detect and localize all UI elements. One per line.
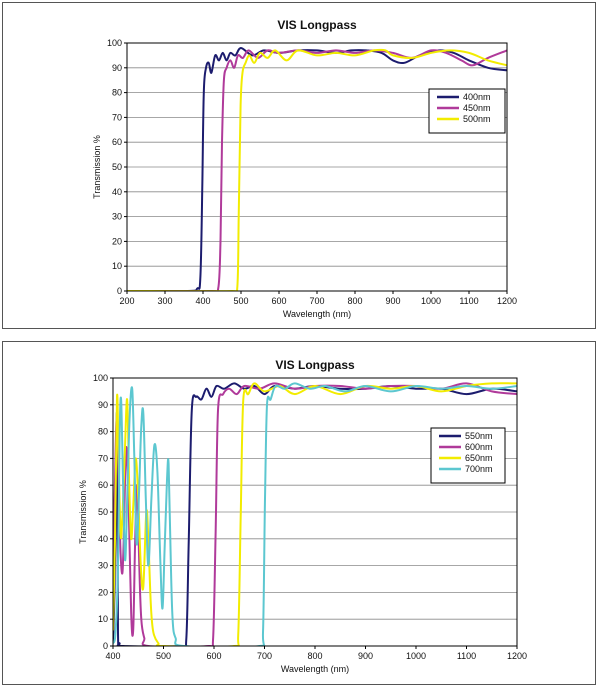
chart-1-legend-label-400nm: 400nm — [463, 92, 491, 102]
chart-2-series-line-650nm — [113, 382, 517, 646]
chart-1-legend-label-500nm: 500nm — [463, 114, 491, 124]
chart-2-ylabel: Transmission % — [78, 480, 88, 544]
chart-1-xtick-1000: 1000 — [421, 296, 441, 306]
chart-1-ytick-80: 80 — [112, 88, 122, 98]
chart-2-xtick-400: 400 — [105, 651, 120, 661]
chart-1-ytick-60: 60 — [112, 137, 122, 147]
chart-2-legend-label-600nm: 600nm — [465, 442, 493, 452]
chart-1-ytick-50: 50 — [112, 162, 122, 172]
chart-2-ytick-30: 30 — [98, 561, 108, 571]
chart-1-ytick-90: 90 — [112, 63, 122, 73]
chart-2-series-line-700nm — [113, 382, 517, 646]
chart-1-xtick-700: 700 — [309, 296, 324, 306]
chart-2-title: VIS Longpass — [275, 358, 355, 372]
chart-2-ytick-20: 20 — [98, 587, 108, 597]
chart-1-xtick-600: 600 — [271, 296, 286, 306]
chart-2-ytick-10: 10 — [98, 614, 108, 624]
chart-panel-2: VIS Longpass 0 10 20 30 40 50 60 70 80 90 100 400 500… — [2, 341, 596, 685]
chart-1-svg: VIS Longpass 0 10 20 30 40 50 60 70 80 90 100 200 300… — [92, 18, 517, 319]
chart-2-xtick-800: 800 — [307, 651, 322, 661]
chart-2-xtick-500: 500 — [156, 651, 171, 661]
chart-2-ytick-40: 40 — [98, 534, 108, 544]
chart-1-ytick-0: 0 — [117, 286, 122, 296]
chart-2-ytick-90: 90 — [98, 400, 108, 410]
chart-1-ytick-20: 20 — [112, 236, 122, 246]
chart-1-xlabel: Wavelength (nm) — [283, 309, 351, 319]
chart-2-ytick-0: 0 — [103, 641, 108, 651]
chart-1-xtick-500: 500 — [233, 296, 248, 306]
chart-1-xtick-200: 200 — [119, 296, 134, 306]
chart-2-xtick-1100: 1100 — [457, 651, 476, 661]
chart-2-ytick-100: 100 — [93, 373, 108, 383]
chart-1-xtick-1100: 1100 — [459, 296, 478, 306]
chart-2-ytick-50: 50 — [98, 507, 108, 517]
chart-1-ylabel: Transmission % — [92, 135, 102, 199]
chart-1-series-line-500nm — [127, 48, 507, 291]
chart-2-xtick-900: 900 — [358, 651, 373, 661]
chart-1-ytick-10: 10 — [112, 261, 122, 271]
chart-2-xtick-700: 700 — [257, 651, 272, 661]
chart-2-plot-border — [112, 377, 518, 647]
chart-1-ytick-70: 70 — [112, 112, 122, 122]
chart-2-xtick-1000: 1000 — [406, 651, 426, 661]
chart-panel-1: VIS Longpass 0 10 20 30 40 50 60 70 80 90 100 200 300… — [2, 2, 596, 329]
chart-2-legend-label-650nm: 650nm — [465, 453, 493, 463]
chart-1-ytick-40: 40 — [112, 187, 122, 197]
chart-1-xtick-300: 300 — [157, 296, 172, 306]
chart-1-xtick-400: 400 — [195, 296, 210, 306]
chart-1-title: VIS Longpass — [277, 18, 357, 32]
chart-2-ytick-80: 80 — [98, 427, 108, 437]
chart-2-xtick-600: 600 — [206, 651, 221, 661]
chart-2-ytick-70: 70 — [98, 453, 108, 463]
chart-1-plot-border — [126, 42, 508, 292]
chart-2-svg: VIS Longpass 0 10 20 30 40 50 60 70 80 90 100 400 500… — [78, 358, 527, 674]
chart-2-ytick-60: 60 — [98, 480, 108, 490]
chart-1-xtick-800: 800 — [347, 296, 362, 306]
chart-1-ytick-30: 30 — [112, 212, 122, 222]
chart-1-xtick-1200: 1200 — [497, 296, 517, 306]
chart-1-ytick-100: 100 — [107, 38, 122, 48]
chart-1-series-line-450nm — [127, 49, 507, 291]
chart-2-legend-label-700nm: 700nm — [465, 464, 493, 474]
chart-1-xtick-900: 900 — [385, 296, 400, 306]
chart-2-legend-label-550nm: 550nm — [465, 431, 493, 441]
chart-2-series-group — [113, 382, 517, 646]
chart-1-series-group — [127, 47, 507, 291]
chart-1-legend-label-450nm: 450nm — [463, 103, 491, 113]
chart-2-xlabel: Wavelength (nm) — [281, 664, 349, 674]
chart-2-xtick-1200: 1200 — [507, 651, 527, 661]
